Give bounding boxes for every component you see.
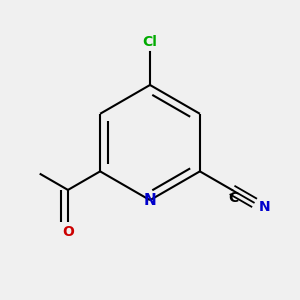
- Text: N: N: [259, 200, 271, 214]
- Text: N: N: [144, 193, 156, 208]
- Text: Cl: Cl: [142, 35, 158, 49]
- Text: O: O: [62, 225, 74, 239]
- Text: C: C: [228, 191, 238, 205]
